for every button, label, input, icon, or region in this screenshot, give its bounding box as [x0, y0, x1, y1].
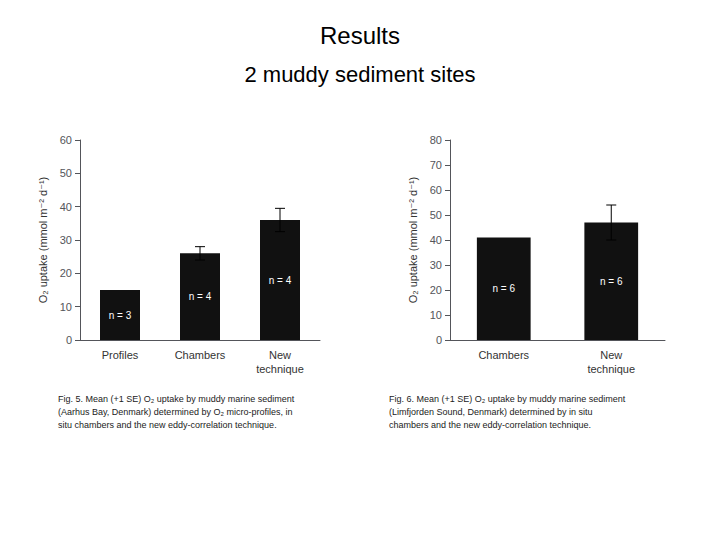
svg-text:Chambers: Chambers — [478, 349, 529, 361]
svg-text:80: 80 — [430, 134, 442, 146]
svg-text:n = 3: n = 3 — [109, 310, 132, 321]
svg-text:(Aarhus Bay, Denmark) determin: (Aarhus Bay, Denmark) determined by O₂ m… — [58, 407, 292, 417]
svg-text:10: 10 — [60, 301, 72, 313]
svg-text:0: 0 — [436, 334, 442, 346]
svg-text:technique: technique — [256, 363, 304, 375]
svg-text:50: 50 — [60, 167, 72, 179]
svg-text:20: 20 — [60, 267, 72, 279]
svg-text:0: 0 — [66, 334, 72, 346]
svg-text:New: New — [269, 349, 291, 361]
svg-text:Fig. 6. Mean (+1 SE) O₂ uptake: Fig. 6. Mean (+1 SE) O₂ uptake by muddy … — [389, 394, 626, 404]
svg-text:20: 20 — [430, 284, 442, 296]
svg-text:New: New — [600, 349, 622, 361]
svg-text:70: 70 — [430, 159, 442, 171]
svg-text:n = 4: n = 4 — [189, 291, 212, 302]
svg-text:30: 30 — [430, 259, 442, 271]
svg-text:10: 10 — [430, 309, 442, 321]
svg-text:Chambers: Chambers — [175, 349, 226, 361]
svg-text:chambers and the new eddy-corr: chambers and the new eddy-correlation te… — [389, 420, 591, 430]
svg-text:60: 60 — [60, 134, 72, 146]
svg-text:n = 4: n = 4 — [269, 275, 292, 286]
svg-text:O₂ uptake (mmol m⁻² d⁻¹): O₂ uptake (mmol m⁻² d⁻¹) — [407, 177, 419, 304]
svg-text:situ chambers and the new eddy: situ chambers and the new eddy-correlati… — [58, 420, 277, 430]
svg-text:40: 40 — [60, 201, 72, 213]
svg-text:30: 30 — [60, 234, 72, 246]
svg-text:n = 6: n = 6 — [492, 283, 515, 294]
svg-text:40: 40 — [430, 234, 442, 246]
svg-text:50: 50 — [430, 209, 442, 221]
svg-text:60: 60 — [430, 184, 442, 196]
svg-text:Results: Results — [320, 22, 400, 49]
svg-text:n = 6: n = 6 — [600, 276, 623, 287]
svg-text:2 muddy sediment sites: 2 muddy sediment sites — [244, 62, 475, 87]
svg-text:Profiles: Profiles — [102, 349, 139, 361]
svg-text:technique: technique — [587, 363, 635, 375]
svg-text:Fig. 5. Mean (+1 SE) O₂ uptake: Fig. 5. Mean (+1 SE) O₂ uptake by muddy … — [58, 394, 295, 404]
svg-text:O₂ uptake (mmol m⁻² d⁻¹): O₂ uptake (mmol m⁻² d⁻¹) — [37, 177, 49, 304]
svg-text:(Limfjorden Sound, Denmark) de: (Limfjorden Sound, Denmark) determined b… — [389, 407, 593, 417]
